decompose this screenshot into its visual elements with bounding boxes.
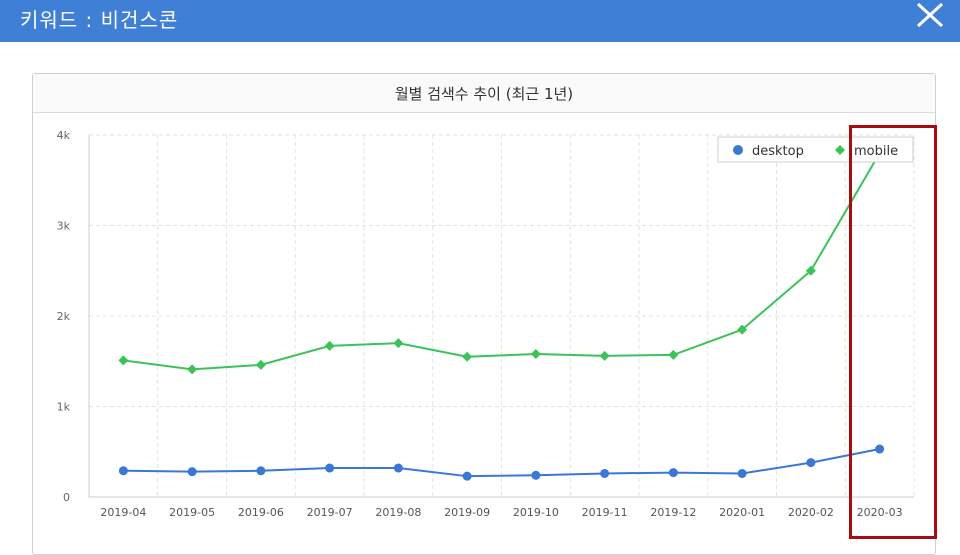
data-point-desktop bbox=[737, 468, 747, 478]
x-tick-label: 2019-09 bbox=[444, 506, 490, 519]
legend-label-mobile: mobile bbox=[854, 144, 898, 159]
x-tick-label: 2019-07 bbox=[307, 506, 353, 519]
data-point-mobile bbox=[187, 364, 198, 375]
y-tick-label: 1k bbox=[57, 401, 71, 414]
data-point-desktop bbox=[118, 466, 128, 476]
data-point-desktop bbox=[187, 467, 197, 477]
x-tick-label: 2020-01 bbox=[719, 506, 765, 519]
data-point-desktop bbox=[668, 468, 678, 478]
y-tick-label: 4k bbox=[57, 129, 71, 142]
data-point-desktop bbox=[875, 444, 885, 454]
x-tick-label: 2019-12 bbox=[650, 506, 696, 519]
legend-marker-desktop bbox=[733, 145, 743, 155]
x-tick-label: 2020-02 bbox=[788, 506, 834, 519]
header-bar: 키워드 : 비건스콘 bbox=[0, 0, 960, 42]
data-point-desktop bbox=[325, 463, 335, 473]
data-point-mobile bbox=[599, 350, 610, 361]
panel-title: 월별 검색수 추이 (최근 1년) bbox=[33, 74, 935, 113]
x-tick-label: 2020-03 bbox=[857, 506, 903, 519]
data-point-mobile bbox=[255, 359, 266, 370]
data-point-desktop bbox=[462, 471, 472, 481]
x-tick-label: 2019-11 bbox=[582, 506, 628, 519]
highlight-box bbox=[849, 125, 937, 539]
data-point-mobile bbox=[393, 338, 404, 349]
data-point-desktop bbox=[600, 468, 610, 478]
series-line-mobile bbox=[123, 152, 881, 371]
x-tick-label: 2019-05 bbox=[169, 506, 215, 519]
y-tick-label: 2k bbox=[57, 310, 71, 323]
legend-marker-mobile bbox=[835, 145, 845, 155]
x-tick-label: 2019-08 bbox=[375, 506, 421, 519]
x-tick-label: 2019-10 bbox=[513, 506, 559, 519]
legend-box bbox=[717, 136, 914, 163]
series-line-desktop bbox=[123, 448, 880, 478]
close-icon[interactable] bbox=[912, 0, 948, 30]
x-tick-label: 2019-06 bbox=[238, 506, 284, 519]
data-point-desktop bbox=[393, 463, 403, 473]
data-point-mobile bbox=[324, 340, 335, 351]
search-trend-chart: 0 1k 2k 3k 4k 2019-04 2019-05 2019-06 2019-07 201… bbox=[57, 129, 915, 519]
y-tick-label: 0 bbox=[63, 491, 70, 504]
data-point-mobile bbox=[805, 265, 816, 276]
data-point-mobile bbox=[530, 349, 541, 360]
y-tick-label: 3k bbox=[57, 220, 71, 233]
data-point-desktop bbox=[806, 458, 816, 468]
keyword-title: 키워드 : 비건스콘 bbox=[20, 8, 179, 32]
data-point-mobile bbox=[737, 324, 748, 335]
data-point-mobile bbox=[462, 351, 473, 362]
x-tick-label: 2019-04 bbox=[100, 506, 146, 519]
legend-label-desktop: desktop bbox=[752, 144, 804, 159]
data-point-desktop bbox=[256, 466, 266, 476]
data-point-mobile bbox=[118, 355, 129, 366]
data-point-mobile bbox=[668, 349, 679, 360]
data-point-desktop bbox=[531, 470, 541, 480]
